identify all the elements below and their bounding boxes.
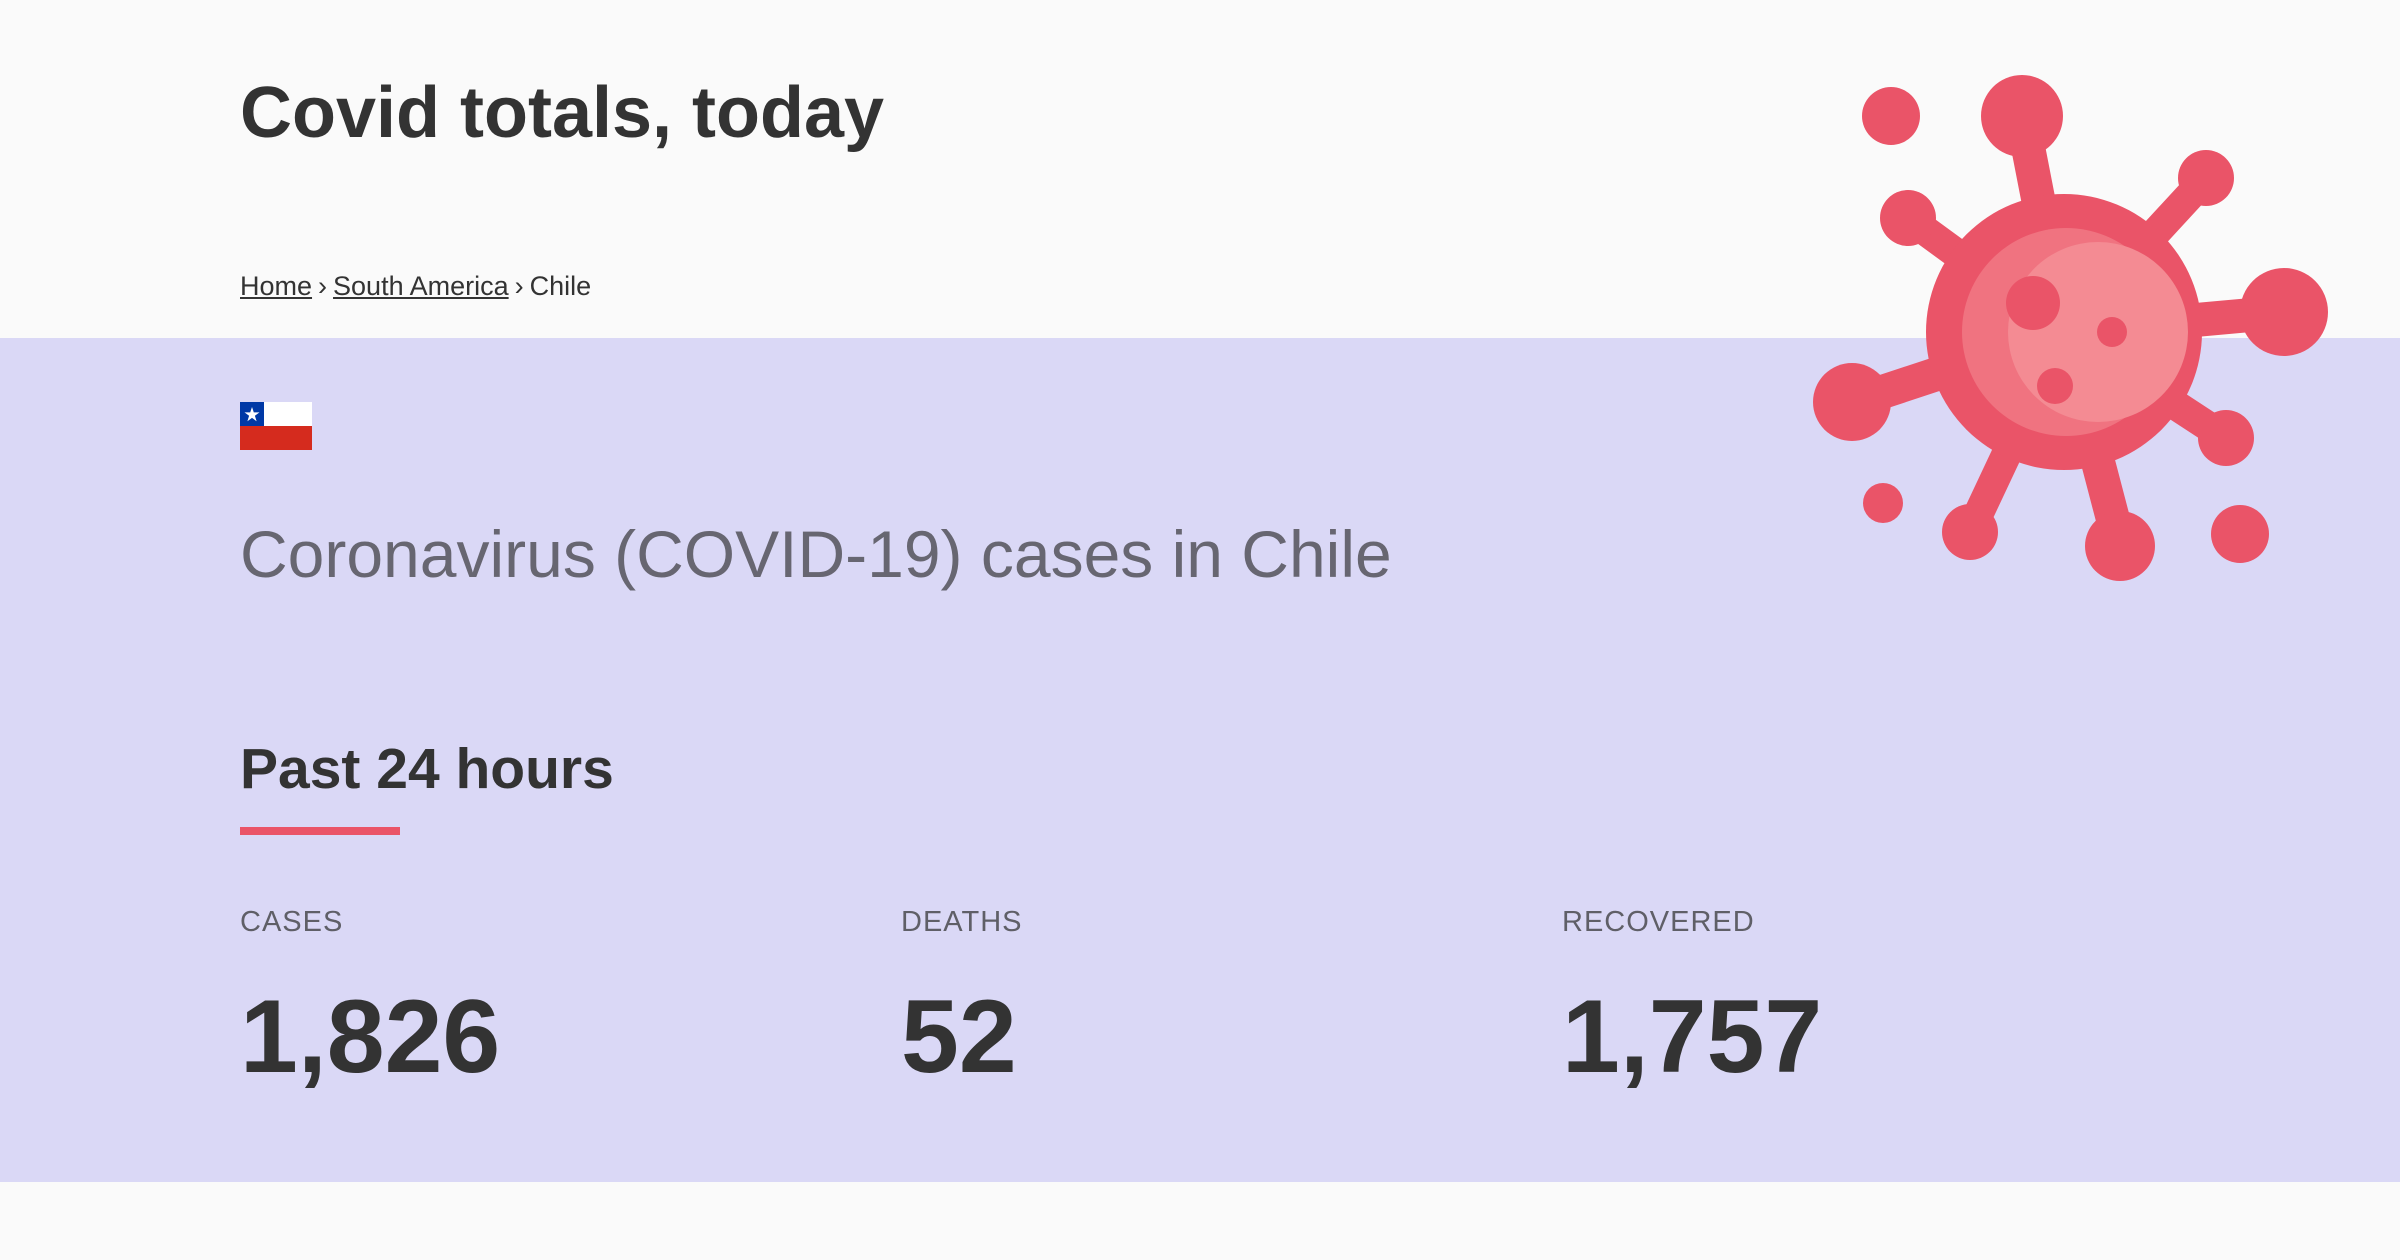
stat-value: 1,826 — [240, 978, 501, 1095]
breadcrumb: Home › South America › Chile — [240, 270, 591, 302]
breadcrumb-home-link[interactable]: Home — [240, 271, 313, 301]
breadcrumb-current: Chile — [529, 271, 592, 301]
stat-recovered: RECOVERED 1,757 — [1562, 905, 2162, 1094]
stat-cases: CASES 1,826 — [240, 905, 840, 1094]
page-header: Covid totals, today Home › South America › C… — [0, 0, 2400, 338]
stat-label: CASES — [240, 906, 344, 938]
stat-label: RECOVERED — [1562, 906, 1755, 938]
site-title: Covid totals, today — [240, 73, 885, 153]
breadcrumb-separator: › — [514, 271, 524, 301]
virus-icon — [1813, 75, 2328, 581]
section-underline — [240, 827, 400, 835]
section-heading: Past 24 hours — [240, 737, 614, 801]
chile-flag-icon — [240, 402, 312, 450]
breadcrumb-separator: › — [318, 271, 328, 301]
country-heading: Coronavirus (COVID-19) cases in Chile — [240, 517, 1392, 591]
breadcrumb-south-america-link[interactable]: South America — [333, 271, 509, 301]
stat-deaths: DEATHS 52 — [901, 905, 1501, 1094]
stat-label: DEATHS — [901, 906, 1023, 938]
stat-value: 1,757 — [1562, 978, 1823, 1095]
stat-value: 52 — [901, 978, 1017, 1095]
